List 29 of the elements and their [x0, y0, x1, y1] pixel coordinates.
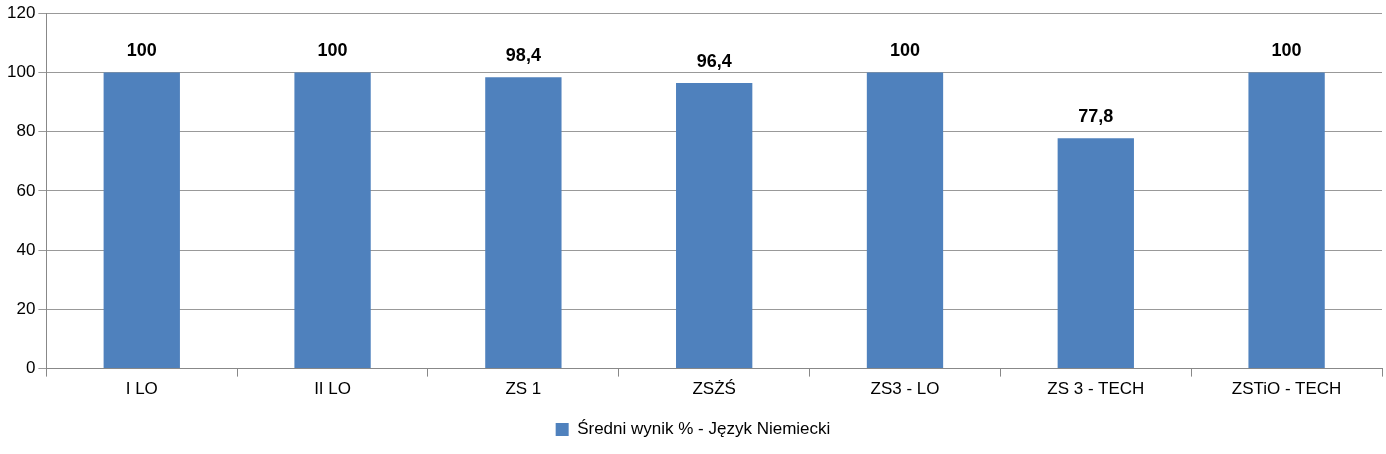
x-tick-label: ZS3 - LO [870, 379, 940, 399]
bar [1248, 72, 1325, 369]
data-label: 98,4 [505, 45, 541, 66]
y-tick-label: 120 [6, 2, 36, 22]
data-label: 77,8 [1078, 106, 1114, 127]
y-tick-label: 60 [16, 180, 36, 200]
x-tick-label: ZSTiO - TECH [1231, 379, 1342, 399]
data-label: 100 [1271, 40, 1302, 61]
data-label: 100 [317, 40, 348, 61]
bar [676, 83, 753, 369]
y-tick-label: 40 [16, 239, 36, 259]
x-tick-label: I LO [125, 379, 158, 399]
data-label: 100 [126, 40, 157, 61]
y-tick-label: 0 [25, 358, 36, 378]
x-tick-label: ZSŻŚ [692, 379, 736, 399]
x-tick-label: ZS 3 - TECH [1047, 379, 1145, 399]
bar [294, 72, 371, 369]
data-label: 96,4 [696, 51, 732, 72]
x-tick-label: ZS 1 [505, 379, 542, 399]
data-label: 100 [889, 40, 921, 61]
y-tick-label: 20 [16, 299, 36, 319]
y-tick-label: 80 [16, 121, 36, 141]
x-tick-label: II LO [314, 379, 351, 399]
bar [1057, 138, 1134, 369]
bar [866, 72, 944, 369]
bar [485, 77, 562, 369]
bar [103, 72, 180, 369]
legend-label: Średni wynik % - Język Niemiecki [577, 419, 831, 439]
y-tick-label: 100 [6, 62, 36, 82]
